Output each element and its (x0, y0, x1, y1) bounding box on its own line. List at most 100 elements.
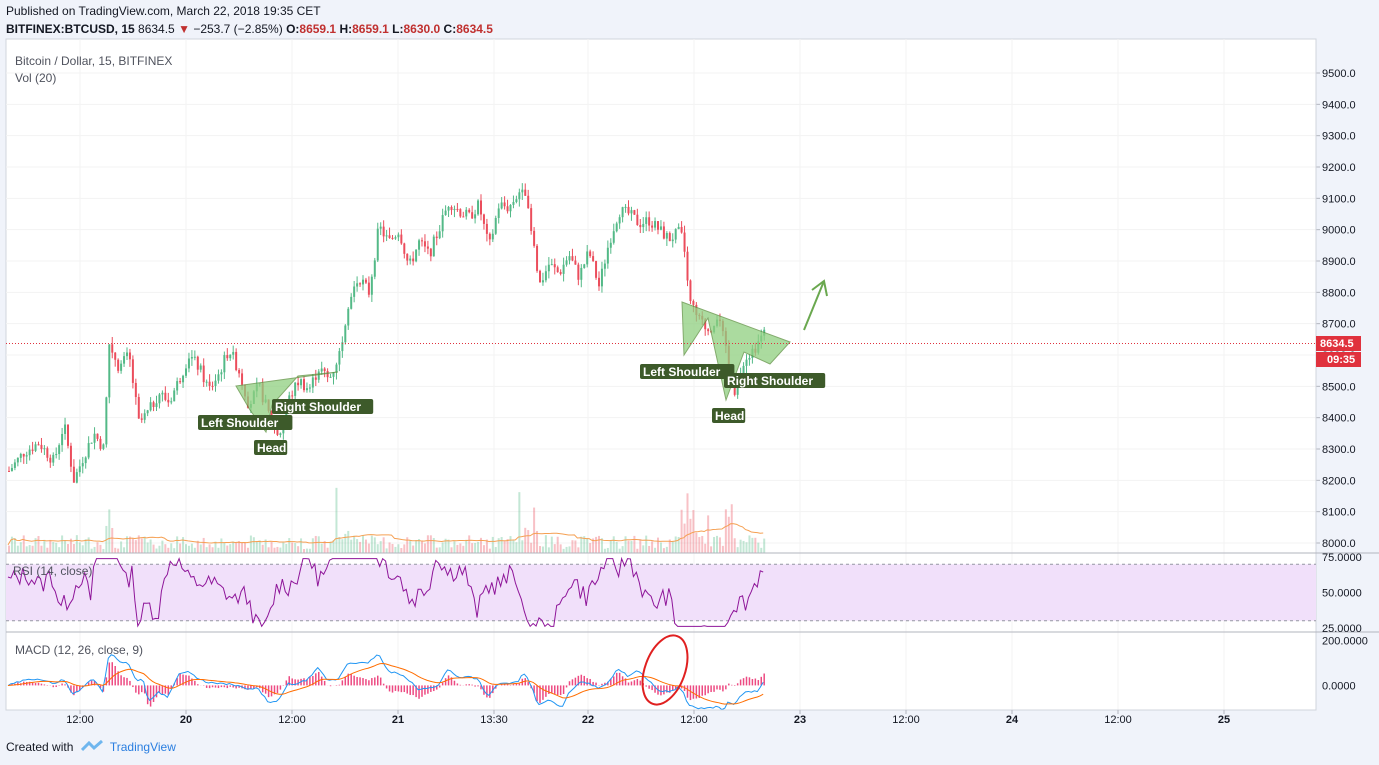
candle (90, 442, 93, 444)
volume-bar (400, 548, 403, 553)
volume-bar (102, 548, 105, 553)
volume-bar (748, 535, 751, 553)
volume-bar (170, 543, 173, 553)
candle (657, 221, 659, 230)
label-bg (198, 415, 293, 430)
candle (547, 264, 550, 272)
volume-bar (232, 541, 235, 553)
tradingview-link[interactable]: TradingView (109, 740, 176, 754)
candle (630, 210, 633, 214)
candle (314, 377, 317, 380)
label-bg (254, 440, 288, 455)
change-value: −253.7 (−2.85%) (193, 22, 283, 36)
volume-bar (432, 537, 435, 553)
candle (621, 207, 624, 218)
y-tick-label: 8200.0 (1322, 475, 1356, 487)
volume-bar (536, 530, 539, 553)
tradingview-logo-icon[interactable] (80, 739, 103, 752)
candle (497, 208, 500, 218)
open-value: 8659.1 (299, 22, 337, 36)
volume-bar (397, 544, 400, 553)
candle (615, 223, 618, 232)
volume-bar (491, 536, 494, 553)
volume-bar (692, 510, 695, 553)
candle (217, 374, 220, 381)
candle (320, 368, 323, 372)
candle (329, 376, 332, 378)
candle (592, 256, 595, 261)
candle (120, 363, 123, 371)
volume-bar (282, 542, 285, 553)
price-axis[interactable]: 9500.0 9400.0 9300.0 9200.0 9100.0 9000.0 8900… (1316, 68, 1356, 550)
candle (117, 359, 120, 371)
label-bg (272, 399, 374, 414)
volume-bar (506, 539, 509, 553)
candle (370, 276, 373, 295)
volume-bar (84, 539, 87, 553)
volume-bar (530, 542, 533, 553)
volume-bar (140, 538, 143, 553)
volume-bar (488, 548, 491, 553)
volume-bar (757, 542, 760, 553)
volume-bar (438, 547, 441, 553)
volume-bar (751, 537, 754, 553)
x-tick-label: 12:00 (278, 714, 306, 726)
rsi-tick-label: 25.0000 (1322, 623, 1362, 635)
volume-bar (67, 543, 69, 553)
volume-bar (630, 540, 633, 553)
open-label: O: (286, 22, 300, 36)
candle (477, 200, 480, 215)
candle (22, 453, 25, 457)
candle (10, 467, 13, 472)
candle (686, 251, 689, 281)
y-tick-label: 9200.0 (1322, 162, 1356, 174)
volume-bar (606, 547, 609, 553)
volume-bar (34, 538, 37, 553)
candle (13, 462, 16, 468)
volume-bar (252, 537, 255, 553)
y-tick-label: 8700.0 (1322, 319, 1356, 331)
volume-bar (155, 548, 158, 553)
x-tick-label: 12:00 (680, 714, 708, 726)
candle (294, 382, 297, 396)
candle (648, 217, 651, 226)
candle (28, 449, 31, 456)
x-tick-label: 12:00 (892, 714, 920, 726)
candle (482, 214, 485, 224)
volume-bar (468, 535, 471, 553)
candle (441, 215, 444, 232)
candle (524, 189, 527, 196)
volume-bar (167, 547, 170, 553)
volume-bar (279, 547, 282, 553)
candle (400, 234, 403, 244)
volume-bar (441, 542, 444, 553)
label-text: Left Shoulder (201, 416, 279, 430)
volume-bar (326, 547, 329, 553)
y-tick-label: 9000.0 (1322, 225, 1356, 237)
candle (583, 264, 586, 268)
candle (677, 226, 680, 230)
candle (108, 344, 111, 398)
candle (527, 195, 530, 209)
candle (364, 279, 367, 283)
volume-bar (329, 541, 332, 553)
volume-bar (465, 539, 468, 553)
candle (394, 237, 397, 239)
candle (362, 279, 364, 285)
symbol-ohlc-line: BITFINEX:BTCUSD, 15 8634.5 ▼ −253.7 (−2.… (6, 22, 493, 36)
candle (359, 283, 362, 285)
candle (444, 210, 447, 216)
label-text: Head (715, 409, 744, 423)
y-tick-label: 9400.0 (1322, 99, 1356, 111)
volume-bar (338, 536, 341, 553)
volume-bar (117, 548, 120, 553)
volume-bar (521, 540, 524, 553)
candle (556, 267, 559, 273)
close-value: 8634.5 (456, 22, 493, 36)
chart-canvas[interactable]: Left Shoulder Head Right Shoulder Left Shou… (0, 0, 1379, 740)
candle (668, 233, 671, 242)
volume-bar (589, 543, 592, 553)
time-axis[interactable]: 12:00 20 12:00 21 13:30 22 12:00 23 12:00 24 12:00… (66, 710, 1230, 726)
volume-bar (636, 548, 639, 553)
y-tick-label: 8000.0 (1322, 538, 1356, 550)
